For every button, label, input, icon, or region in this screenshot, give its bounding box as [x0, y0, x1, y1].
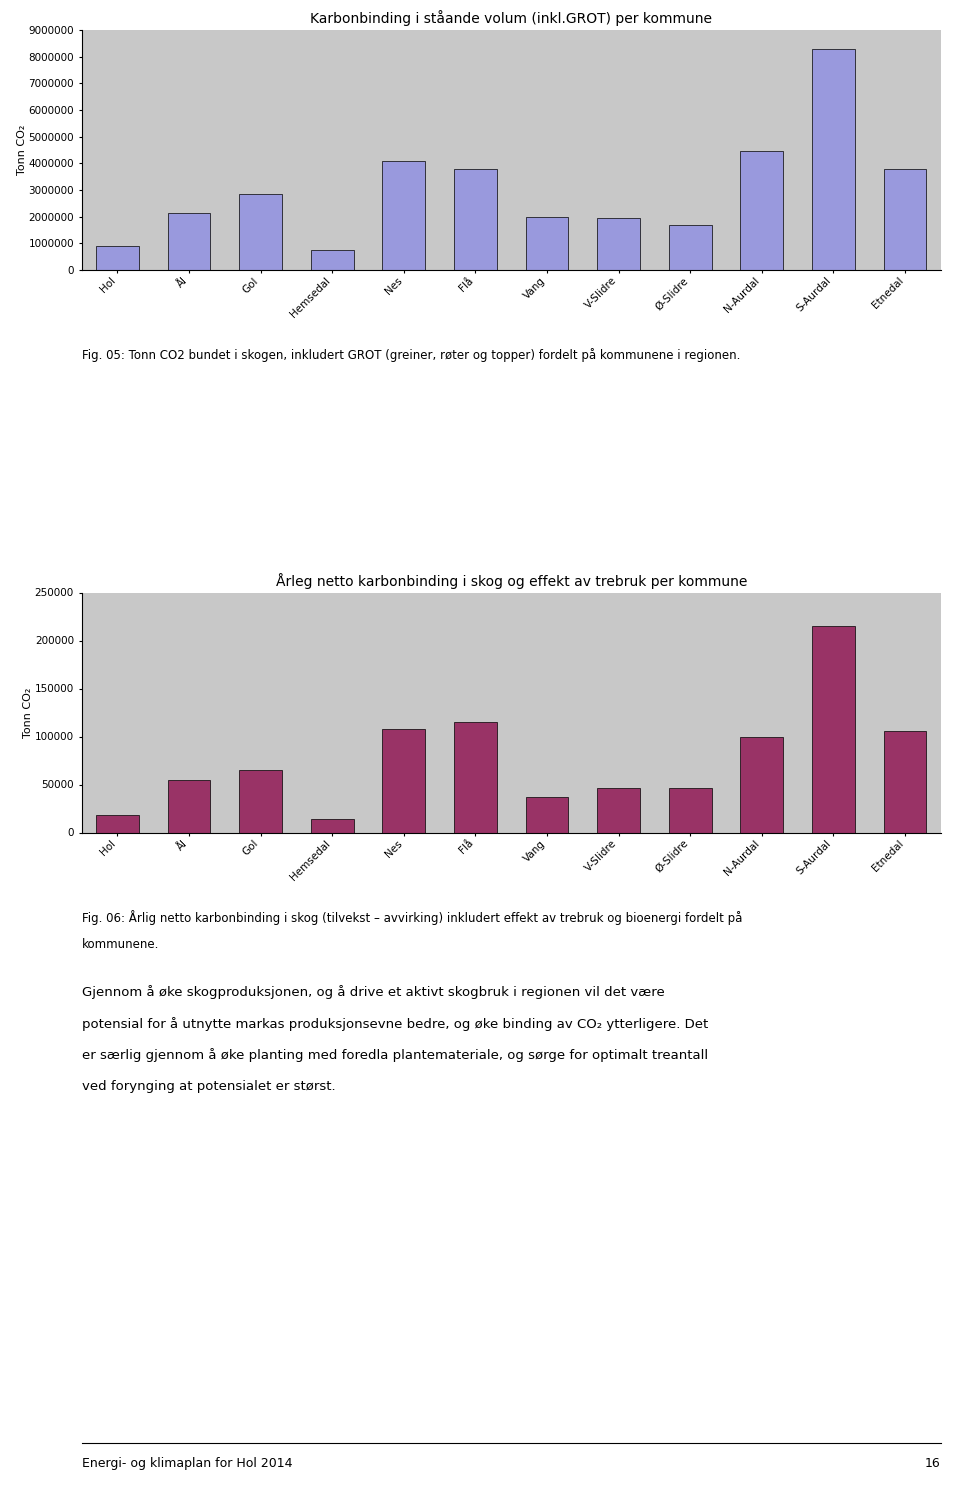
Bar — [382, 729, 425, 833]
Bar — [311, 251, 353, 270]
Text: ved forynging at potensialet er størst.: ved forynging at potensialet er størst. — [82, 1080, 335, 1094]
Y-axis label: Tonn CO₂: Tonn CO₂ — [23, 687, 34, 738]
Bar — [669, 789, 711, 832]
Bar — [525, 796, 568, 832]
Title: Årleg netto karbonbinding i skog og effekt av trebruk per kommune: Årleg netto karbonbinding i skog og effe… — [276, 573, 747, 588]
Bar — [597, 217, 640, 270]
Text: er særlig gjennom å øke planting med foredla plantemateriale, og sørge for optim: er særlig gjennom å øke planting med for… — [82, 1048, 708, 1062]
Bar — [454, 168, 497, 270]
Bar — [740, 736, 783, 833]
Bar — [812, 48, 854, 270]
Bar — [382, 160, 425, 270]
Bar — [812, 626, 854, 833]
Bar — [167, 780, 210, 832]
Title: Karbonbinding i ståande volum (inkl.GROT) per kommune: Karbonbinding i ståande volum (inkl.GROT… — [310, 10, 712, 26]
Text: Gjennom å øke skogproduksjonen, og å drive et aktivt skogbruk i regionen vil det: Gjennom å øke skogproduksjonen, og å dri… — [82, 986, 664, 999]
Text: 16: 16 — [925, 1456, 941, 1470]
Bar — [167, 213, 210, 270]
Bar — [597, 789, 640, 832]
Text: Energi- og klimaplan for Hol 2014: Energi- og klimaplan for Hol 2014 — [82, 1456, 292, 1470]
Text: Fig. 06: Årlig netto karbonbinding i skog (tilvekst – avvirking) inkludert effek: Fig. 06: Årlig netto karbonbinding i sko… — [82, 910, 742, 926]
Text: potensial for å utnytte markas produksjonsevne bedre, og øke binding av CO₂ ytte: potensial for å utnytte markas produksjo… — [82, 1017, 708, 1031]
Text: Fig. 05: Tonn CO2 bundet i skogen, inkludert GROT (greiner, røter og topper) for: Fig. 05: Tonn CO2 bundet i skogen, inklu… — [82, 348, 740, 361]
Bar — [239, 770, 282, 832]
Bar — [669, 225, 711, 270]
Bar — [883, 168, 926, 270]
Y-axis label: Tonn CO₂: Tonn CO₂ — [17, 124, 27, 176]
Bar — [454, 722, 497, 833]
Bar — [96, 815, 139, 833]
Text: kommunene.: kommunene. — [82, 938, 159, 951]
Bar — [311, 819, 353, 833]
Bar — [525, 216, 568, 270]
Bar — [96, 246, 139, 270]
Bar — [740, 152, 783, 270]
Bar — [883, 730, 926, 833]
Bar — [239, 194, 282, 270]
